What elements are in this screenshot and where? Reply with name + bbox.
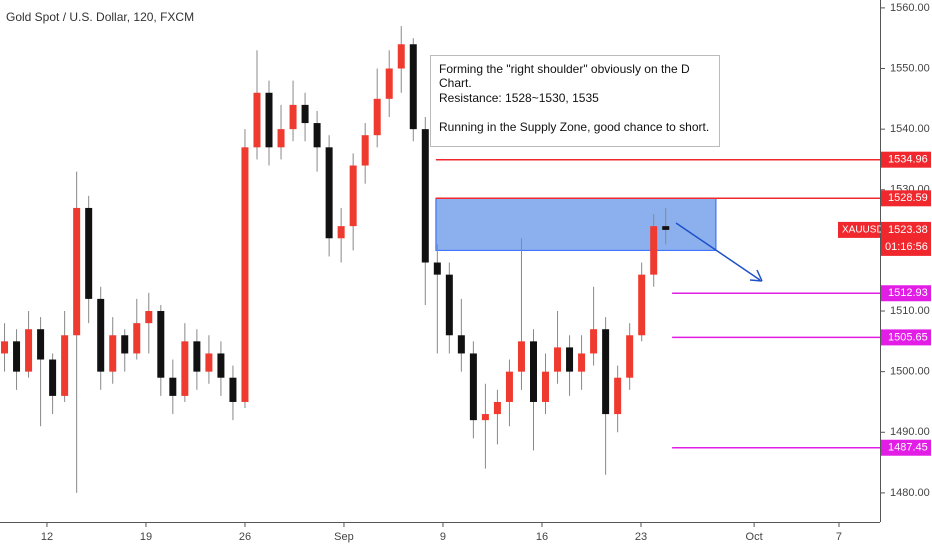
supply-zone [435,197,717,251]
candle-body [409,44,417,130]
y-tick-label: 1560.00 [890,2,930,14]
price-level-label: 1505.65 [888,331,928,343]
price-level-label: 1512.93 [888,287,928,299]
arrow [675,222,763,282]
x-tick-label: 9 [440,531,446,543]
candle-body [590,329,598,354]
candle-body [385,68,393,99]
candle-body [542,371,550,402]
candle-body [433,262,441,275]
candle-body [121,335,129,354]
price-level-label: 1487.45 [888,442,928,454]
x-tick-label: Oct [746,531,763,543]
price-level-label: 1534.96 [888,154,928,166]
candle-body [109,335,117,372]
candle-body [421,129,429,263]
price-level-tag [881,329,931,346]
candle-body [253,92,261,148]
x-tick-label: 16 [536,531,548,543]
candle-body [602,329,610,415]
candle-body [61,335,69,396]
candle-body [205,353,213,372]
candle-body [529,341,537,402]
x-tick-label: 26 [239,531,251,543]
candle-body [445,274,453,336]
price-level-tag [881,285,931,302]
candle-body [505,371,513,402]
candle-body [638,274,646,336]
last-price-label: 1523.38 [888,224,928,236]
y-tick-label: 1490.00 [890,426,930,438]
candle-body [49,359,57,396]
x-tick-label: 7 [836,531,842,543]
candle-body [97,298,105,372]
candle-body [349,165,357,227]
candle-body [241,147,249,402]
candle-body [1,341,9,354]
arrow-line [675,222,761,281]
candle-body [457,335,465,354]
candle-body [469,353,477,421]
x-tick-label: 19 [140,531,152,543]
plot [1,26,880,493]
candle-body [566,347,574,372]
candle-body [301,104,309,124]
annotation-box: Forming the "right shoulder" obviously o… [430,55,720,147]
candle-body [493,401,501,415]
y-tick-label: 1550.00 [890,62,930,74]
annotation: Forming the "right shoulder" obviously o… [439,62,690,90]
candle-body [145,311,153,324]
candle-body [517,341,525,372]
candle-body [481,414,489,421]
candle-body [554,347,562,372]
annotation: Resistance: 1528~1530, 1535 [439,91,599,105]
candle-body [277,129,285,148]
candle-body [626,335,634,378]
y-tick-label: 1500.00 [890,366,930,378]
arrow-head [749,269,763,282]
candle-body [169,377,177,396]
symbol-label: XAUUSD [842,225,884,236]
candle-body [157,311,165,378]
candle-body [325,147,333,239]
candle-body [361,135,369,166]
candle-body [133,323,141,354]
y-tick-label: 1540.00 [890,123,930,135]
x-tick-label: 12 [41,531,53,543]
candle-body [193,341,201,372]
chart-title: Gold Spot / U.S. Dollar, 120, FXCM [6,10,194,24]
x-tick-label: Sep [334,531,354,543]
candle-body [650,226,658,275]
candle-body [217,353,225,378]
price-level-tag [881,439,931,456]
candle-body [73,207,81,336]
candle-body [614,377,622,415]
candle-body [662,226,670,230]
y-tick-label: 1510.00 [890,305,930,317]
candle-body [13,341,21,372]
last-price-tag [881,221,931,256]
price-level-tag [881,190,931,207]
candle-body [313,123,321,148]
candle-body [397,44,405,69]
candle-body [37,329,45,360]
price-level-label: 1528.59 [888,192,928,204]
y-tick-label: 1480.00 [890,487,930,499]
countdown-label: 01:16:56 [885,241,928,253]
x-tick-label: 23 [635,531,647,543]
candle-body [265,92,273,148]
candle-body [85,207,93,299]
price-level-tag [881,151,931,168]
candle-body [578,353,586,372]
candle-body [289,104,297,130]
candle-body [181,341,189,396]
symbol-tag [838,221,880,238]
annotation: Running in the Supply Zone, good chance … [439,120,710,134]
candle-body [25,329,33,372]
candle-body [337,226,345,239]
candle-body [373,98,381,136]
axis-labels: 1480.001490.001500.001510.001520.001530.… [41,2,931,543]
candle-body [229,377,237,402]
